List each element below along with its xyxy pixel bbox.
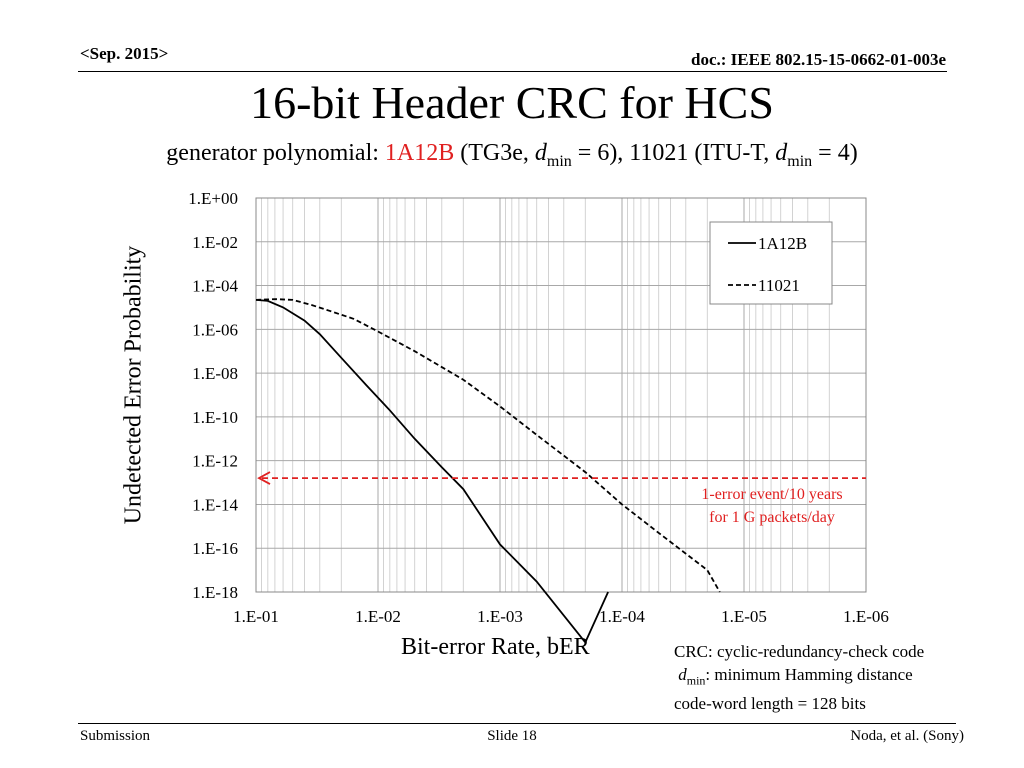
subtitle-min1: min <box>546 152 572 170</box>
subtitle-poly-1a12b: 1A12B <box>384 140 455 166</box>
plot-border <box>255 197 867 593</box>
subtitle-d2: d <box>775 140 788 166</box>
note-codeword: code-word length = 128 bits <box>674 694 866 714</box>
note-d: d <box>678 665 687 684</box>
subtitle-min2: min <box>787 152 813 170</box>
note-crc: CRC: cyclic-redundancy-check code <box>674 642 925 661</box>
slide-title: 16-bit Header CRC for HCS <box>250 77 774 128</box>
footer-authors: Noda, et al. (Sony) <box>850 728 964 744</box>
y-tick-label: 1.E-14 <box>192 495 238 514</box>
subtitle-prefix: generator polynomial: <box>166 140 385 166</box>
header-divider <box>78 71 947 72</box>
note-min: min <box>686 673 706 688</box>
y-tick-label: 1.E-08 <box>192 364 238 383</box>
y-axis-label: Undetected Error Probability <box>120 245 147 525</box>
series-line-1a12b <box>255 299 609 645</box>
y-tick-label: 1.E-18 <box>192 583 238 602</box>
subtitle-part3: = 6), 11021 (ITU-T, <box>571 140 776 166</box>
x-tick-label: 1.E-04 <box>599 607 645 626</box>
reference-label-line1: 1-error event/10 years <box>701 486 842 503</box>
slide-subtitle: generator polynomial: 1A12B (TG3e, dmin … <box>0 140 1024 171</box>
footer-divider <box>78 723 956 724</box>
y-tick-label: 1.E-16 <box>192 539 238 558</box>
subtitle-part4: = 4) <box>812 140 858 166</box>
legend-label-11021: 11021 <box>758 276 800 295</box>
x-tick-label: 1.E-01 <box>233 607 279 626</box>
x-axis-label: Bit-error Rate, bER <box>401 634 590 660</box>
subtitle-part2: (TG3e, <box>454 140 535 166</box>
x-tick-label: 1.E-02 <box>355 607 401 626</box>
y-tick-label: 1.E-10 <box>192 408 238 427</box>
footer-slide-number: Slide 18 <box>487 728 537 744</box>
notes-block: CRC: cyclic-redundancy-check code dmin: … <box>674 640 924 715</box>
note-dmin-text: : minimum Hamming distance <box>705 665 913 684</box>
reference-label-line2: for 1 G packets/day <box>709 509 835 526</box>
y-tick-label: 1.E-06 <box>192 320 238 339</box>
y-tick-label: 1.E-12 <box>192 452 238 471</box>
note-dmin: dmin: minimum Hamming distance <box>674 663 924 692</box>
legend-label-1a12b: 1A12B <box>758 234 807 253</box>
series-line-11021 <box>255 298 721 593</box>
x-tick-label: 1.E-06 <box>843 607 889 626</box>
header-date: <Sep. 2015> <box>80 44 169 63</box>
subtitle-d1: d <box>534 140 547 166</box>
x-tick-label: 1.E-05 <box>721 607 767 626</box>
footer-submission: Submission <box>80 728 151 744</box>
legend: 1A12B 11021 <box>709 221 833 305</box>
y-tick-label: 1.E+00 <box>188 189 238 208</box>
legend-box <box>709 221 833 305</box>
y-tick-label: 1.E-04 <box>192 277 238 296</box>
header-doc-id: doc.: IEEE 802.15-15-0662-01-003e <box>691 50 946 69</box>
x-tick-label: 1.E-03 <box>477 607 523 626</box>
y-tick-label: 1.E-02 <box>192 233 238 252</box>
reference-arrowhead <box>257 471 271 485</box>
